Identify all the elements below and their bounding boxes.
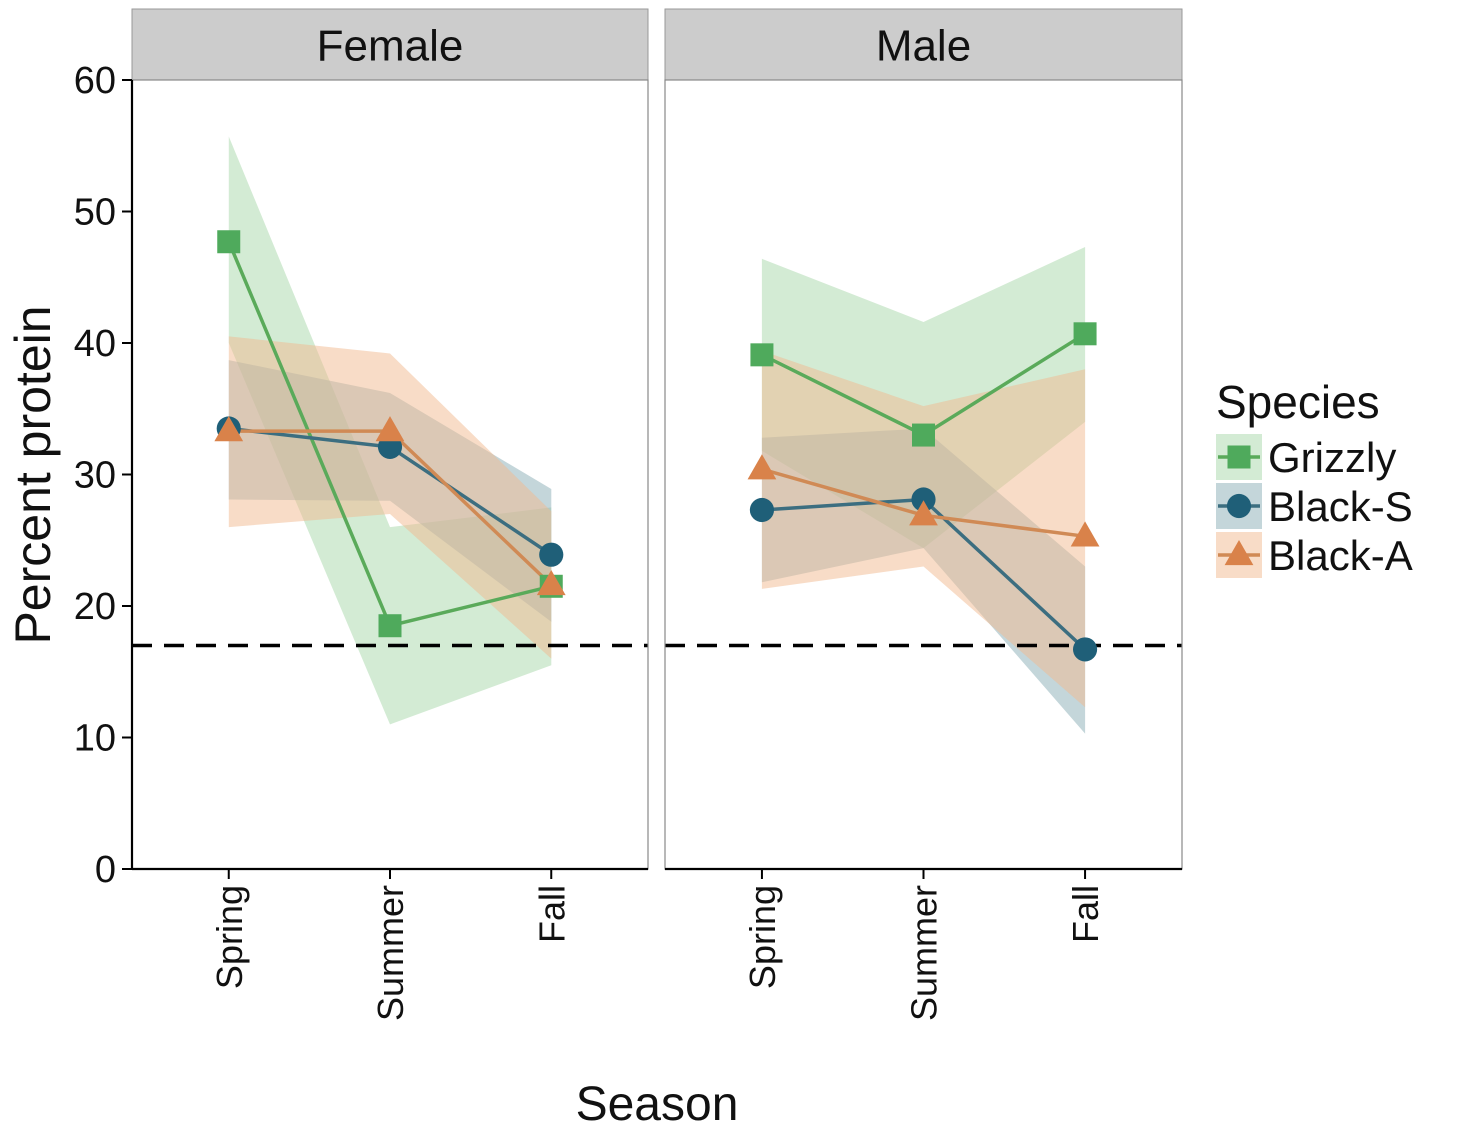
x-tick-label-summer: Summer (370, 885, 411, 1021)
point-black-a-female-fall (536, 569, 566, 596)
ribbon-black-a-male (761, 350, 1086, 708)
legend-key-marker-black-s (1226, 493, 1252, 519)
y-tick-label-40: 40 (74, 323, 116, 365)
facet-label-male: Male (876, 22, 971, 71)
x-tick-label-spring: Spring (209, 885, 250, 989)
legend-label-grizzly: Grizzly (1268, 434, 1396, 481)
facet-strip-male (664, 8, 1183, 81)
legend-entry-grizzly: Grizzly (1216, 434, 1396, 481)
point-black-a-female-summer (375, 416, 405, 442)
ribbon-black-a-female (228, 336, 552, 659)
point-grizzly-male-spring (750, 343, 774, 367)
facet-panels: Female Spring Summer Fall Male Spring Summer Fa… (131, 8, 1183, 1021)
point-black-a-male-spring (747, 454, 777, 480)
y-tick-label-0: 0 (95, 849, 116, 891)
facet-label-female: Female (317, 22, 464, 71)
legend-entry-black-s: Black-S (1216, 483, 1413, 530)
point-black-a-male-summer (909, 500, 938, 526)
x-tick-label-fall: Fall (531, 885, 572, 943)
x-axis-title: Season (576, 1078, 739, 1128)
point-black-s-female-fall (539, 542, 564, 567)
y-tick-label-50: 50 (74, 192, 116, 234)
panel-male: Male Spring Summer Fall (664, 8, 1183, 1021)
y-axis-title: Percent protein (5, 305, 61, 644)
legend-key-marker-grizzly (1227, 445, 1251, 469)
point-black-s-male-spring (749, 497, 775, 523)
panel-female: Female Spring Summer Fall (131, 8, 649, 1021)
y-tick-label-30: 30 (74, 455, 116, 497)
point-black-a-male-fall (1070, 521, 1100, 547)
point-grizzly-male-fall (1073, 322, 1097, 346)
x-tick-label-spring: Spring (742, 885, 783, 989)
y-axis: 0 10 20 30 40 50 60 (74, 60, 134, 891)
y-tick-label-10: 10 (74, 718, 116, 760)
legend-label-black-a: Black-A (1268, 532, 1413, 579)
point-grizzly-male-summer (912, 423, 935, 447)
point-black-s-male-fall (1072, 637, 1098, 662)
legend-title: Species (1216, 376, 1380, 428)
y-tick-label-60: 60 (74, 60, 116, 102)
y-tick-label-20: 20 (74, 586, 116, 628)
facet-strip-female (131, 8, 649, 81)
legend-label-black-s: Black-S (1268, 483, 1413, 530)
legend-key-marker-black-a (1224, 540, 1254, 566)
point-grizzly-female-spring (217, 230, 241, 254)
legend-entry-black-a: Black-A (1216, 532, 1413, 579)
point-black-s-male-summer (911, 487, 936, 512)
point-black-a-female-spring (214, 416, 244, 442)
x-tick-label-fall: Fall (1065, 885, 1106, 943)
x-tick-label-summer: Summer (904, 885, 945, 1021)
point-grizzly-female-summer (378, 614, 402, 638)
